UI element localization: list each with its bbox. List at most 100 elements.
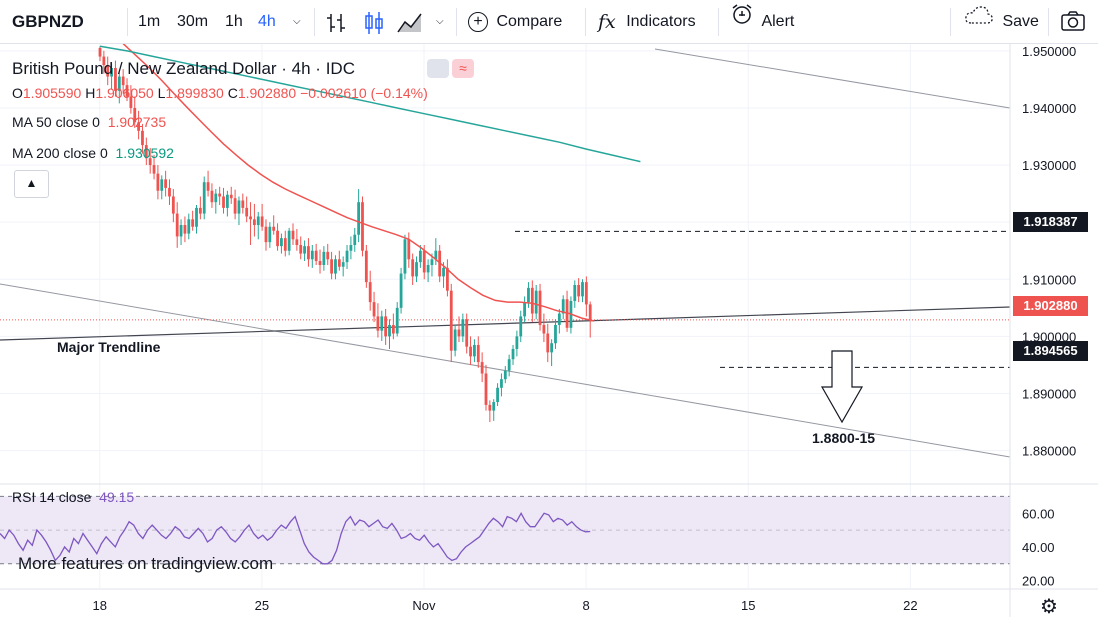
candle-body xyxy=(484,373,488,405)
chevron-down-icon[interactable]: ⌵ xyxy=(436,16,444,27)
close-value: 1.902880 xyxy=(237,85,297,101)
down-arrow-icon xyxy=(820,350,864,424)
candle-body xyxy=(264,226,268,243)
candle-body xyxy=(183,225,187,234)
alert-button[interactable]: Alert xyxy=(730,0,794,44)
candle-body xyxy=(418,250,422,263)
candle-body xyxy=(500,379,503,388)
toolbar-divider xyxy=(127,8,128,36)
compare-label: Compare xyxy=(496,13,563,30)
candle-body xyxy=(114,67,117,91)
candle-body xyxy=(237,200,241,214)
time-tick-label: Nov xyxy=(412,598,436,613)
gear-icon[interactable]: ⚙ xyxy=(1040,596,1058,618)
save-button[interactable]: Save xyxy=(964,0,1039,44)
compare-button[interactable]: + Compare xyxy=(468,0,562,44)
resistance-price-label: 1.918387 xyxy=(1013,212,1088,232)
ma200-legend[interactable]: MA 200 close 0 1.930592 xyxy=(12,145,174,161)
bars-chart-type-icon[interactable] xyxy=(324,0,348,44)
candle-body xyxy=(488,404,492,411)
tradingview-watermark[interactable]: More features on tradingview.com xyxy=(18,554,274,573)
rsi-label: RSI 14 close xyxy=(12,489,92,505)
indicator-settings-icon[interactable]: ≈ xyxy=(452,59,474,78)
toolbar-divider xyxy=(314,8,315,36)
candle-body xyxy=(307,246,310,260)
high-value: 1.906050 xyxy=(95,85,154,101)
ma50-legend[interactable]: MA 50 close 0 1.902735 xyxy=(12,114,166,130)
rsi-tick-label: 20.00 xyxy=(1022,574,1055,589)
top-toolbar: GBPNZD 1m 30m 1h 4h ⌵ ⌵ + Compare fx Ind… xyxy=(0,0,1098,44)
candle-body xyxy=(380,316,384,331)
candle-body xyxy=(137,122,140,131)
candle-body xyxy=(330,259,333,274)
candle-body xyxy=(299,245,303,254)
candle-body xyxy=(349,245,353,251)
candle-body xyxy=(245,207,249,217)
rsi-line xyxy=(0,511,591,565)
candle-body xyxy=(253,219,256,226)
candle-body xyxy=(557,313,561,325)
candle-body xyxy=(129,96,133,108)
candle-body xyxy=(364,250,368,283)
time-tick-label: 18 xyxy=(93,598,107,613)
visibility-toggle[interactable] xyxy=(427,59,449,78)
candle-body xyxy=(144,145,148,159)
moving-averages xyxy=(99,44,641,322)
candlestick-series xyxy=(98,46,592,423)
rsi-tick-label: 40.00 xyxy=(1022,540,1055,555)
symbol-search-button[interactable]: GBPNZD xyxy=(12,12,84,31)
alarm-clock-icon xyxy=(730,0,754,44)
time-tick-label: 15 xyxy=(741,598,755,613)
candle-body xyxy=(168,187,171,197)
candle-body xyxy=(511,348,515,360)
indicators-label: Indicators xyxy=(626,13,696,30)
indicators-button[interactable]: fx Indicators xyxy=(598,0,696,44)
target-label: 1.8800-15 xyxy=(812,430,876,446)
candle-body xyxy=(554,324,557,344)
candle-body xyxy=(322,251,326,265)
candle-body xyxy=(391,324,395,334)
candle-body xyxy=(276,230,279,247)
time-tick-label: 8 xyxy=(582,598,589,613)
candle-body xyxy=(117,76,121,91)
area-chart-type-icon[interactable] xyxy=(396,0,424,44)
collapse-legend-button[interactable]: ▲ xyxy=(14,170,49,198)
interval-30m-button[interactable]: 30m xyxy=(177,13,209,30)
toolbar-divider xyxy=(718,8,719,36)
candle-body xyxy=(121,76,125,86)
candle-body xyxy=(148,158,152,166)
interval-1h-button[interactable]: 1h xyxy=(225,13,243,30)
candle-body xyxy=(503,370,507,380)
candle-body xyxy=(283,238,287,251)
candle-body xyxy=(210,190,214,203)
candle-body xyxy=(156,173,160,191)
toolbar-divider xyxy=(950,8,951,36)
candle-body xyxy=(195,207,198,227)
candle-body xyxy=(287,230,291,251)
candle-body xyxy=(191,219,195,227)
candle-body xyxy=(519,316,523,337)
candle-body xyxy=(430,259,434,265)
chevron-down-icon[interactable]: ⌵ xyxy=(293,16,301,27)
camera-icon[interactable] xyxy=(1060,0,1086,44)
price-tick-label: 1.930000 xyxy=(1022,158,1076,173)
candle-body xyxy=(198,207,202,214)
cloud-icon xyxy=(964,0,994,44)
candle-body xyxy=(160,179,164,191)
interval-1m-button[interactable]: 1m xyxy=(138,13,161,30)
candle-body xyxy=(538,290,542,325)
candle-body xyxy=(465,319,469,347)
candle-body xyxy=(527,287,530,303)
current-price-label: 1.902880 xyxy=(1013,296,1088,316)
interval-4h-button[interactable]: 4h xyxy=(258,13,276,30)
low-value: 1.899830 xyxy=(165,85,224,101)
candle-body xyxy=(303,246,306,254)
candle-body xyxy=(341,262,345,267)
price-tick-label: 1.950000 xyxy=(1022,44,1076,59)
candles-chart-type-icon[interactable] xyxy=(362,0,386,44)
rsi-legend[interactable]: RSI 14 close 49.15 xyxy=(12,489,134,505)
candle-body xyxy=(187,219,191,234)
candle-body xyxy=(229,194,233,199)
price-chart[interactable]: 1.9500001.9400001.9300001.9200001.910000… xyxy=(0,44,1098,617)
candle-body xyxy=(457,329,461,337)
